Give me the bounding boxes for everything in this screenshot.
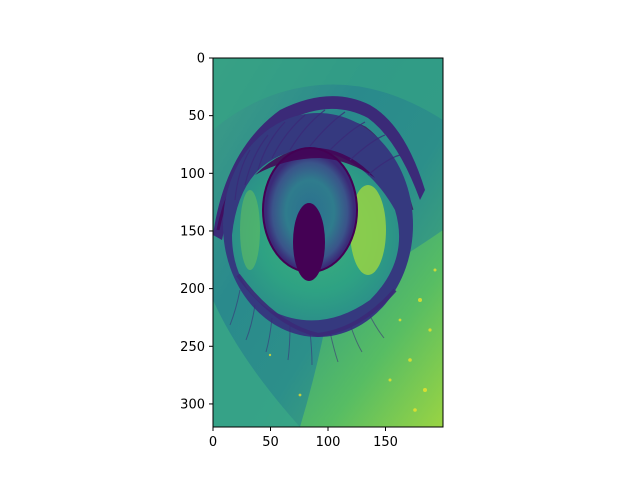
x-tick-label: 0 [209, 435, 217, 450]
x-tick-label: 150 [373, 435, 398, 450]
y-tick-label: 200 [180, 282, 205, 297]
x-tick-label: 50 [262, 435, 279, 450]
x-tick-label: 100 [316, 435, 341, 450]
y-tick-label: 100 [180, 167, 205, 182]
y-tick-label: 250 [180, 340, 205, 355]
y-tick-label: 0 [197, 52, 205, 67]
y-tick-label: 300 [180, 397, 205, 412]
eye-image [213, 58, 443, 427]
y-tick-label: 50 [188, 109, 205, 124]
x-axis: 0 50 100 150 [209, 427, 398, 450]
y-tick-label: 150 [180, 224, 205, 239]
y-axis: 0 50 100 150 200 250 300 [180, 52, 213, 412]
